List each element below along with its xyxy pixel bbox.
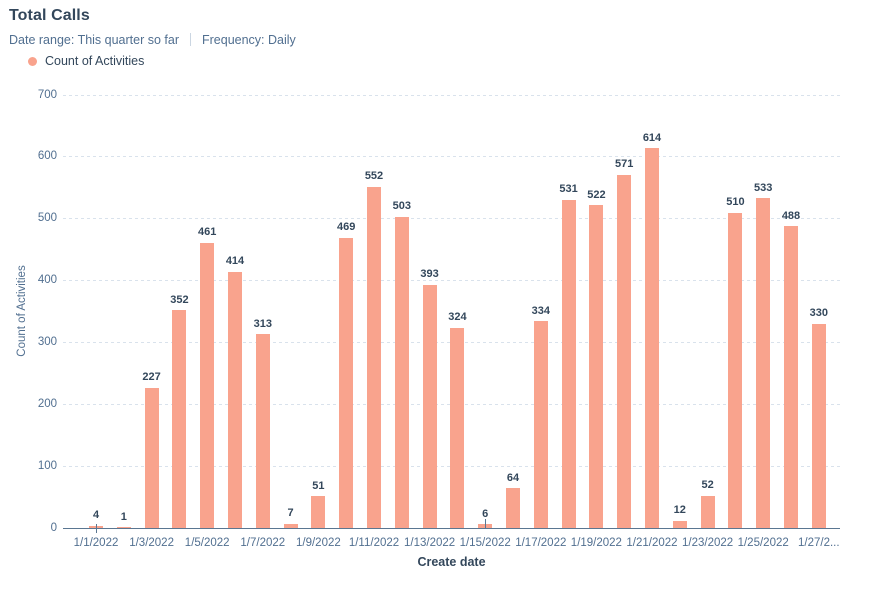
bar-value-label: 469 xyxy=(337,221,356,234)
y-tick-label: 400 xyxy=(37,274,57,287)
bar-value-label: 51 xyxy=(312,479,325,492)
bar[interactable] xyxy=(394,216,409,528)
x-tick-label: 1/5/2022 xyxy=(184,537,230,549)
bar[interactable] xyxy=(450,327,465,528)
bar[interactable] xyxy=(283,523,298,528)
bar[interactable] xyxy=(367,186,381,528)
bar-value-label: 461 xyxy=(198,226,217,239)
bar-value-label: 552 xyxy=(364,170,384,183)
bar[interactable] xyxy=(533,321,548,528)
x-tick-label: 1/7/2022 xyxy=(240,537,286,549)
axis-tick-icon xyxy=(485,519,487,528)
x-tick-label: 1/23/2022 xyxy=(682,537,734,549)
legend-label: Count of Activities xyxy=(45,54,145,68)
bar-value-label: 614 xyxy=(642,131,662,144)
bar[interactable] xyxy=(756,198,771,528)
bar[interactable] xyxy=(561,199,576,528)
bar-value-label: 64 xyxy=(506,471,520,484)
bar[interactable] xyxy=(645,148,659,528)
bar[interactable] xyxy=(784,226,798,528)
bar-value-label: 503 xyxy=(392,200,411,213)
y-tick-label: 600 xyxy=(37,150,57,163)
bar[interactable] xyxy=(728,212,743,528)
bar-value-label: 313 xyxy=(253,317,272,330)
bar[interactable] xyxy=(200,242,215,528)
bar[interactable] xyxy=(811,323,826,528)
bar[interactable] xyxy=(116,527,131,528)
bar[interactable] xyxy=(700,495,715,528)
bar[interactable] xyxy=(422,284,437,528)
x-tick-label: 1/11/2022 xyxy=(348,537,400,549)
y-tick-label: 700 xyxy=(37,88,57,101)
y-tick-label: 200 xyxy=(37,397,57,410)
bar-value-label: 531 xyxy=(559,183,578,196)
bar-value-label: 52 xyxy=(701,479,714,492)
x-axis-title: Create date xyxy=(417,555,486,569)
x-tick-label: 1/9/2022 xyxy=(296,537,341,549)
bar[interactable] xyxy=(172,310,187,528)
bar[interactable] xyxy=(672,520,687,528)
legend-item[interactable]: Count of Activities xyxy=(28,53,144,69)
y-gridline xyxy=(63,218,840,220)
bar-value-label: 393 xyxy=(420,268,439,281)
bar[interactable] xyxy=(311,496,326,528)
bar-value-label: 324 xyxy=(448,311,467,324)
bar-value-label: 4 xyxy=(92,509,100,522)
y-tick-label: 100 xyxy=(37,459,57,472)
axis-tick-icon xyxy=(96,524,97,533)
legend-dot-icon xyxy=(28,56,37,66)
x-tick-label: 1/1/2022 xyxy=(73,537,119,549)
bar[interactable] xyxy=(144,387,159,528)
bar-value-label: 6 xyxy=(482,507,489,520)
y-tick-label: 0 xyxy=(50,521,57,534)
bar-value-label: 1 xyxy=(120,510,127,523)
x-axis-line xyxy=(63,527,840,529)
date-range-text: Date range: This quarter so far xyxy=(9,33,179,47)
bar-value-label: 330 xyxy=(809,307,828,320)
x-tick-label: 1/27/2... xyxy=(798,537,840,549)
bar[interactable] xyxy=(506,488,520,528)
bar[interactable] xyxy=(255,334,270,528)
x-tick-label: 1/15/2022 xyxy=(459,537,511,549)
y-gridline xyxy=(63,94,840,96)
subtitle-divider xyxy=(190,33,191,46)
x-tick-label: 1/3/2022 xyxy=(129,537,174,549)
x-tick-label: 1/13/2022 xyxy=(404,537,456,549)
y-tick-label: 300 xyxy=(37,335,57,348)
x-tick-label: 1/25/2022 xyxy=(737,537,789,549)
y-gridline xyxy=(63,280,840,282)
bar-value-label: 7 xyxy=(287,507,294,520)
report-title: Total Calls xyxy=(9,7,90,24)
y-gridline xyxy=(63,156,840,158)
x-tick-label: 1/19/2022 xyxy=(570,537,622,549)
y-tick-label: 500 xyxy=(37,212,57,225)
frequency-text: Frequency: Daily xyxy=(202,33,296,47)
bar-value-label: 352 xyxy=(170,293,189,306)
x-tick-label: 1/17/2022 xyxy=(515,537,567,549)
x-tick-label: 1/21/2022 xyxy=(626,537,678,549)
bar-value-label: 571 xyxy=(615,158,634,171)
bar[interactable] xyxy=(589,205,604,528)
bar-value-label: 522 xyxy=(587,188,606,201)
bar[interactable] xyxy=(617,174,632,528)
bar-value-label: 334 xyxy=(531,304,550,317)
bar-value-label: 510 xyxy=(726,196,745,209)
report-subtitle: Date range: This quarter so far Frequency… xyxy=(9,33,296,47)
bar-value-label: 227 xyxy=(142,371,161,384)
bar-value-label: 488 xyxy=(781,209,801,222)
bar-value-label: 533 xyxy=(754,181,773,194)
bar-value-label: 414 xyxy=(225,255,245,268)
bar-value-label: 12 xyxy=(673,504,686,517)
bar[interactable] xyxy=(339,237,354,528)
bar[interactable] xyxy=(228,271,242,528)
